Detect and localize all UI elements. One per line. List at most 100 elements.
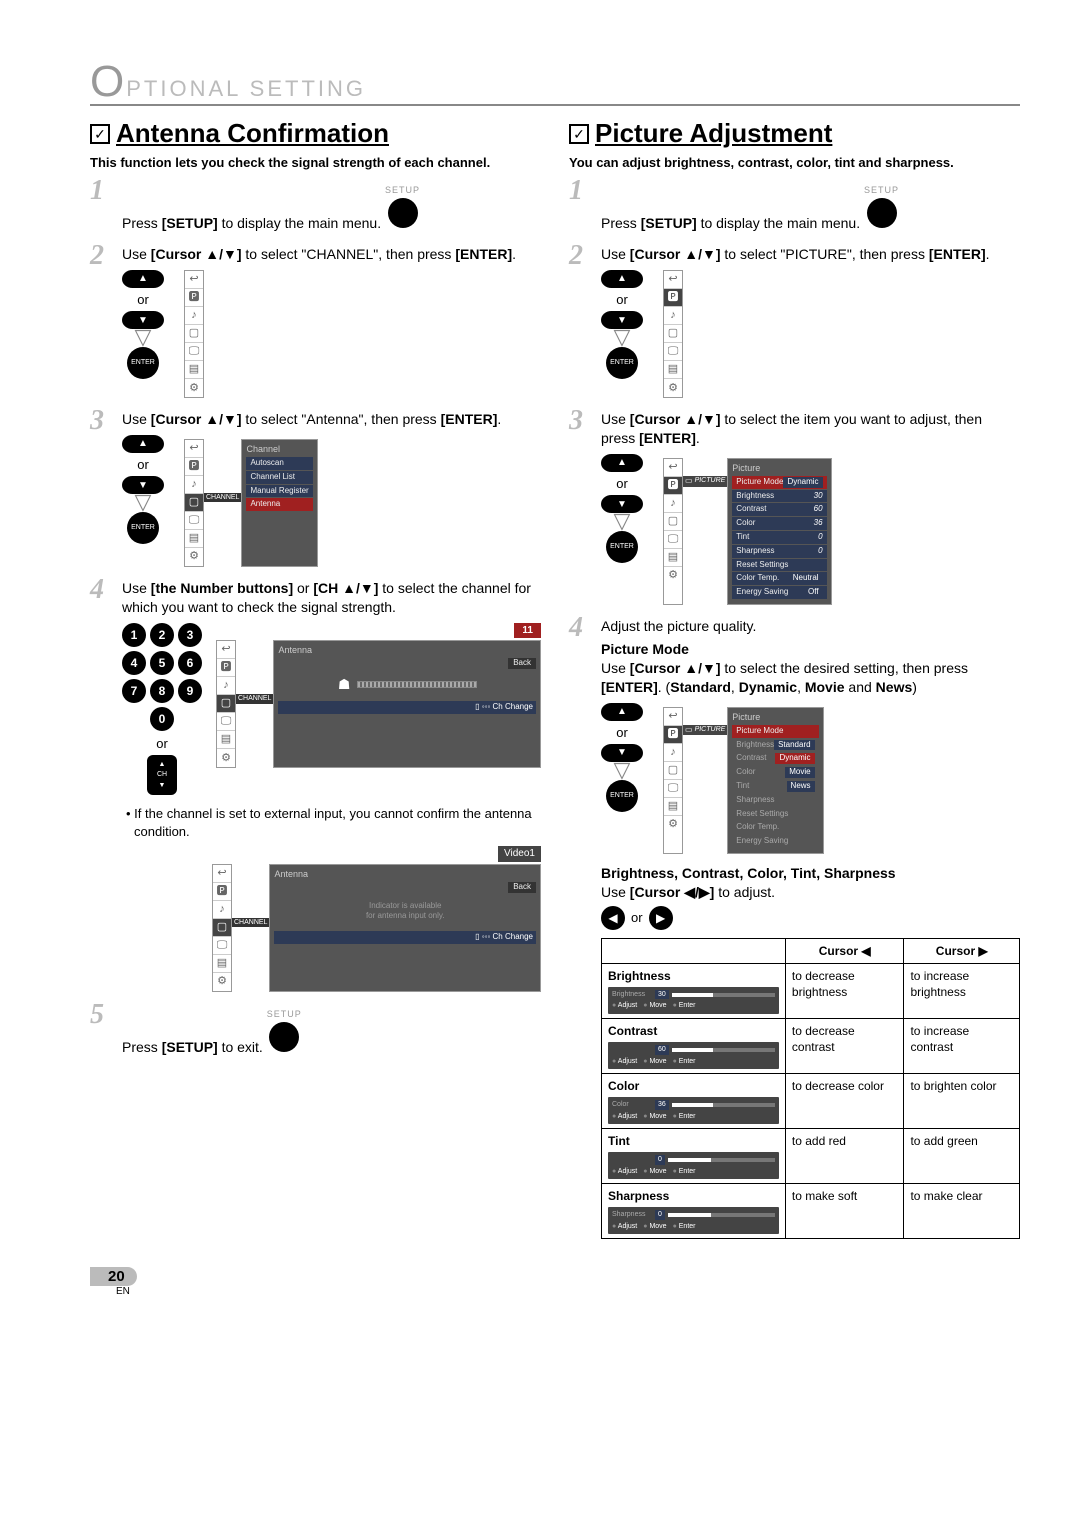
ch-button-icon: ▲CH▼ — [147, 755, 177, 795]
flow-arrow-icon: ▽ — [614, 513, 631, 528]
adjust-decrease-cell: to decrease brightness — [785, 963, 904, 1018]
left-step-5: 5 Press [SETUP] to exit. SETUP — [90, 1004, 541, 1057]
osd-side-label: CHANNEL — [232, 918, 269, 927]
adjust-label-cell: SharpnessSharpness0AdjustMoveEnter — [602, 1184, 786, 1239]
table-row: ColorColor36AdjustMoveEnterto decrease c… — [602, 1073, 1020, 1128]
cursor-up-icon — [601, 703, 643, 721]
numpad-column: 1234567890 or ▲CH▼ — [122, 623, 202, 796]
mini-slider-graphic: 0AdjustMoveEnter — [608, 1152, 779, 1179]
osd-category-icon: ⚙ — [185, 379, 203, 397]
header-o: O — [90, 60, 126, 104]
osd-category-icon: ♪ — [213, 901, 231, 919]
page-lang: EN — [116, 1286, 1020, 1297]
bcct-heading: Brightness, Contrast, Color, Tint, Sharp… — [601, 864, 1020, 883]
updown-graphic: or ▽ ENTER ↩🅿♪▢🖵▤⚙ — [122, 270, 541, 398]
osd-menu-row: Color36 — [732, 517, 826, 530]
osd-category-icon: 🖵 — [664, 531, 682, 549]
osd-menu-row: Manual Register — [246, 485, 312, 498]
adjust-decrease-cell: to decrease color — [785, 1073, 904, 1128]
numpad-key: 3 — [178, 623, 202, 647]
adjust-label-cell: Contrast60AdjustMoveEnter — [602, 1018, 786, 1073]
osd-category-icon: ▢ — [217, 695, 235, 713]
enter-button-icon: ENTER — [606, 531, 638, 563]
osd-category-icon: ▢ — [185, 494, 203, 512]
osd-iconbar: ↩🅿♪▢🖵▤⚙ — [212, 864, 232, 992]
cursor-buttons: or ▽ ENTER — [122, 435, 164, 544]
right-step-4: 4 Adjust the picture quality. Picture Mo… — [569, 617, 1020, 1239]
adjust-decrease-cell: to decrease contrast — [785, 1018, 904, 1073]
step-body: Press [SETUP] to display the main menu. … — [122, 180, 541, 233]
osd-category-icon: ♪ — [185, 476, 203, 494]
left-column: ✓ Antenna Confirmation This function let… — [90, 118, 541, 1251]
osd-footer: ▯ ◦◦◦ Ch Change — [278, 701, 536, 714]
cursor-up-icon — [601, 270, 643, 288]
step-body: Use [Cursor ▲/▼] to select "PICTURE", th… — [601, 245, 1020, 398]
osd-screenshot: ↩🅿♪▢🖵▤⚙ CHANNEL Antenna Back ☗ — [216, 640, 541, 768]
updown-graphic: or ▽ ENTER ↩🅿♪▢🖵▤⚙ PICTURE Picture Pictu… — [601, 703, 1020, 854]
page-footer: 20 EN — [90, 1267, 1020, 1297]
left-step-2: 2 Use [Cursor ▲/▼] to select "CHANNEL", … — [90, 245, 541, 398]
osd-category-icon: ⚙ — [664, 567, 682, 585]
osd-category-icon: ▤ — [185, 530, 203, 548]
adjust-label-cell: BrightnessBrightness30AdjustMoveEnter — [602, 963, 786, 1018]
picture-mode-text: Use [Cursor ▲/▼] to select the desired s… — [601, 659, 1020, 697]
osd-menu-row: Reset Settings — [732, 559, 826, 572]
bcct-text: Use [Cursor ◀/▶] to adjust. — [601, 883, 1020, 902]
osd-menu-row: TintNews — [732, 780, 818, 793]
osd-category-icon: 🅿 — [185, 458, 203, 476]
osd-category-icon: ↩ — [213, 865, 231, 883]
osd-menu-row: Picture Mode — [732, 725, 818, 738]
osd-category-icon: ▢ — [664, 762, 682, 780]
left-title: Antenna Confirmation — [116, 118, 389, 149]
adjust-decrease-cell: to add red — [785, 1129, 904, 1184]
osd-category-icon: 🖵 — [185, 512, 203, 530]
osd-side-label: PICTURE — [683, 476, 727, 487]
osd-category-icon: ▤ — [664, 549, 682, 567]
osd-category-icon: 🖵 — [664, 343, 682, 361]
adjustment-table: Cursor ◀ Cursor ▶ BrightnessBrightness30… — [601, 938, 1020, 1240]
checkbox-icon: ✓ — [569, 124, 589, 144]
adjust-decrease-cell: to make soft — [785, 1184, 904, 1239]
osd-menu-row: Tint0 — [732, 531, 826, 544]
osd-category-icon: ⚙ — [664, 379, 682, 397]
numpad-key: 4 — [122, 651, 146, 675]
osd-category-icon: ⚙ — [664, 816, 682, 834]
setup-button-graphic: SETUP — [385, 184, 420, 233]
checkbox-icon: ✓ — [90, 124, 110, 144]
mini-slider-graphic: 60AdjustMoveEnter — [608, 1042, 779, 1069]
osd-back: Back — [508, 658, 536, 669]
enter-button-icon: ENTER — [606, 347, 638, 379]
numpad: 1234567890 — [122, 623, 202, 731]
osd-category-icon: ↩ — [185, 271, 203, 289]
osd-category-icon: ▢ — [213, 919, 231, 937]
osd-antenna-wrap: 11 ↩🅿♪▢🖵▤⚙ CHANNEL Antenna Back — [216, 623, 541, 769]
osd-ext-panel: Antenna Back Indicator is available for … — [269, 864, 541, 992]
osd-category-icon: ↩ — [185, 440, 203, 458]
antenna-icon: ☗ — [338, 675, 351, 694]
osd-menu-row: Sharpness0 — [732, 545, 826, 558]
osd-external-wrap: Video1 ↩🅿♪▢🖵▤⚙ CHANNEL Antenna Back Indi… — [122, 846, 541, 992]
flow-arrow-icon: ▽ — [614, 329, 631, 344]
osd-menu-row: Contrast60 — [732, 503, 826, 516]
adjust-increase-cell: to increase brightness — [904, 963, 1020, 1018]
osd-category-icon: ⚙ — [213, 973, 231, 991]
right-column: ✓ Picture Adjustment You can adjust brig… — [569, 118, 1020, 1251]
cursor-buttons: or ▽ ENTER — [601, 703, 643, 812]
osd-category-icon: ▤ — [664, 798, 682, 816]
signal-bar-icon — [357, 681, 477, 688]
setup-button-graphic: SETUP — [864, 184, 899, 233]
osd-iconbar: ↩🅿♪▢🖵▤⚙ — [184, 439, 204, 567]
osd-menu-row: Color Temp.Neutral — [732, 572, 826, 585]
right-title: Picture Adjustment — [595, 118, 832, 149]
osd-category-icon: ↩ — [217, 641, 235, 659]
table-row: SharpnessSharpness0AdjustMoveEnterto mak… — [602, 1184, 1020, 1239]
osd-menu-row: Antenna — [246, 498, 312, 511]
video-tag: Video1 — [498, 846, 541, 862]
updown-graphic: or ▽ ENTER ↩🅿♪▢🖵▤⚙ CHANNEL Channel Autos… — [122, 435, 541, 567]
osd-picture-mode-menu: Picture Picture ModeBrightnessStandardCo… — [727, 707, 823, 854]
note-text: • If the channel is set to external inpu… — [122, 805, 541, 840]
mini-slider-graphic: Sharpness0AdjustMoveEnter — [608, 1207, 779, 1234]
osd-category-icon: ♪ — [664, 307, 682, 325]
osd-iconbar: ↩🅿♪▢🖵▤⚙ — [663, 707, 683, 854]
right-step-2: 2 Use [Cursor ▲/▼] to select "PICTURE", … — [569, 245, 1020, 398]
